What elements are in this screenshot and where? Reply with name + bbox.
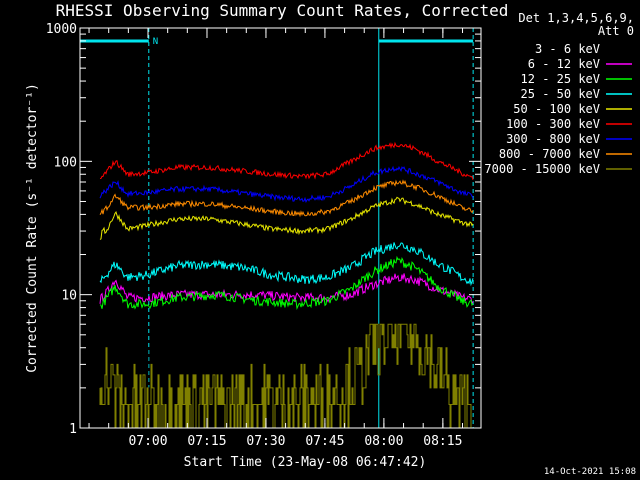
legend-label-3: 25 - 50 keV	[521, 87, 600, 101]
series-line-1	[99, 273, 474, 306]
y-tick-label-0: 1	[69, 422, 77, 437]
x-tick-label-0: 07:00	[128, 434, 167, 449]
chart-title: RHESSI Observing Summary Count Rates, Co…	[56, 1, 509, 20]
series-line-4	[99, 196, 474, 240]
y-tick-label-2: 100	[54, 155, 77, 170]
x-tick-label-4: 08:00	[364, 434, 403, 449]
x-tick-label-1: 07:15	[187, 434, 226, 449]
x-tick-label-3: 07:45	[305, 434, 344, 449]
legend-label-4: 50 - 100 keV	[513, 102, 600, 116]
x-tick-label-2: 07:30	[246, 434, 285, 449]
legend-header-attenuator: Att 0	[598, 24, 634, 38]
x-axis-label: Start Time (23-May-08 06:47:42)	[184, 455, 427, 470]
axes: 07:00 07:15 07:30 07:45 08:00 08:15 1 10 100 1000	[46, 22, 482, 449]
legend-label-7: 800 - 7000 keV	[499, 147, 600, 161]
legend-label-2: 12 - 25 keV	[521, 72, 600, 86]
series-line-0	[99, 323, 473, 429]
series-line-2	[99, 255, 474, 311]
y-axis-label: Corrected Count Rate (s⁻¹ detector⁻¹)	[25, 83, 40, 373]
x-tick-label-5: 08:15	[423, 434, 462, 449]
legend-label-5: 100 - 300 keV	[506, 117, 600, 131]
plot-frame	[79, 27, 482, 429]
series-line-3	[99, 242, 474, 287]
legend-label-8: 7000 - 15000 keV	[484, 162, 600, 176]
y-tick-label-1: 10	[61, 289, 77, 304]
series-line-8	[99, 323, 473, 429]
footer-date: 14-Oct-2021 15:08	[544, 467, 636, 477]
legend-label-0: 3 - 6 keV	[535, 42, 600, 56]
series-line-6	[99, 165, 474, 203]
y-tick-label-3: 1000	[46, 22, 77, 37]
night-label: N	[153, 37, 158, 47]
series-line-5	[99, 141, 474, 180]
legend-label-6: 300 - 800 keV	[506, 132, 600, 146]
legend-label-1: 6 - 12 keV	[528, 57, 600, 71]
legend-header-detectors: Det 1,3,4,5,6,9,	[518, 11, 634, 25]
series-line-7	[99, 179, 474, 218]
series-lines	[99, 141, 474, 429]
